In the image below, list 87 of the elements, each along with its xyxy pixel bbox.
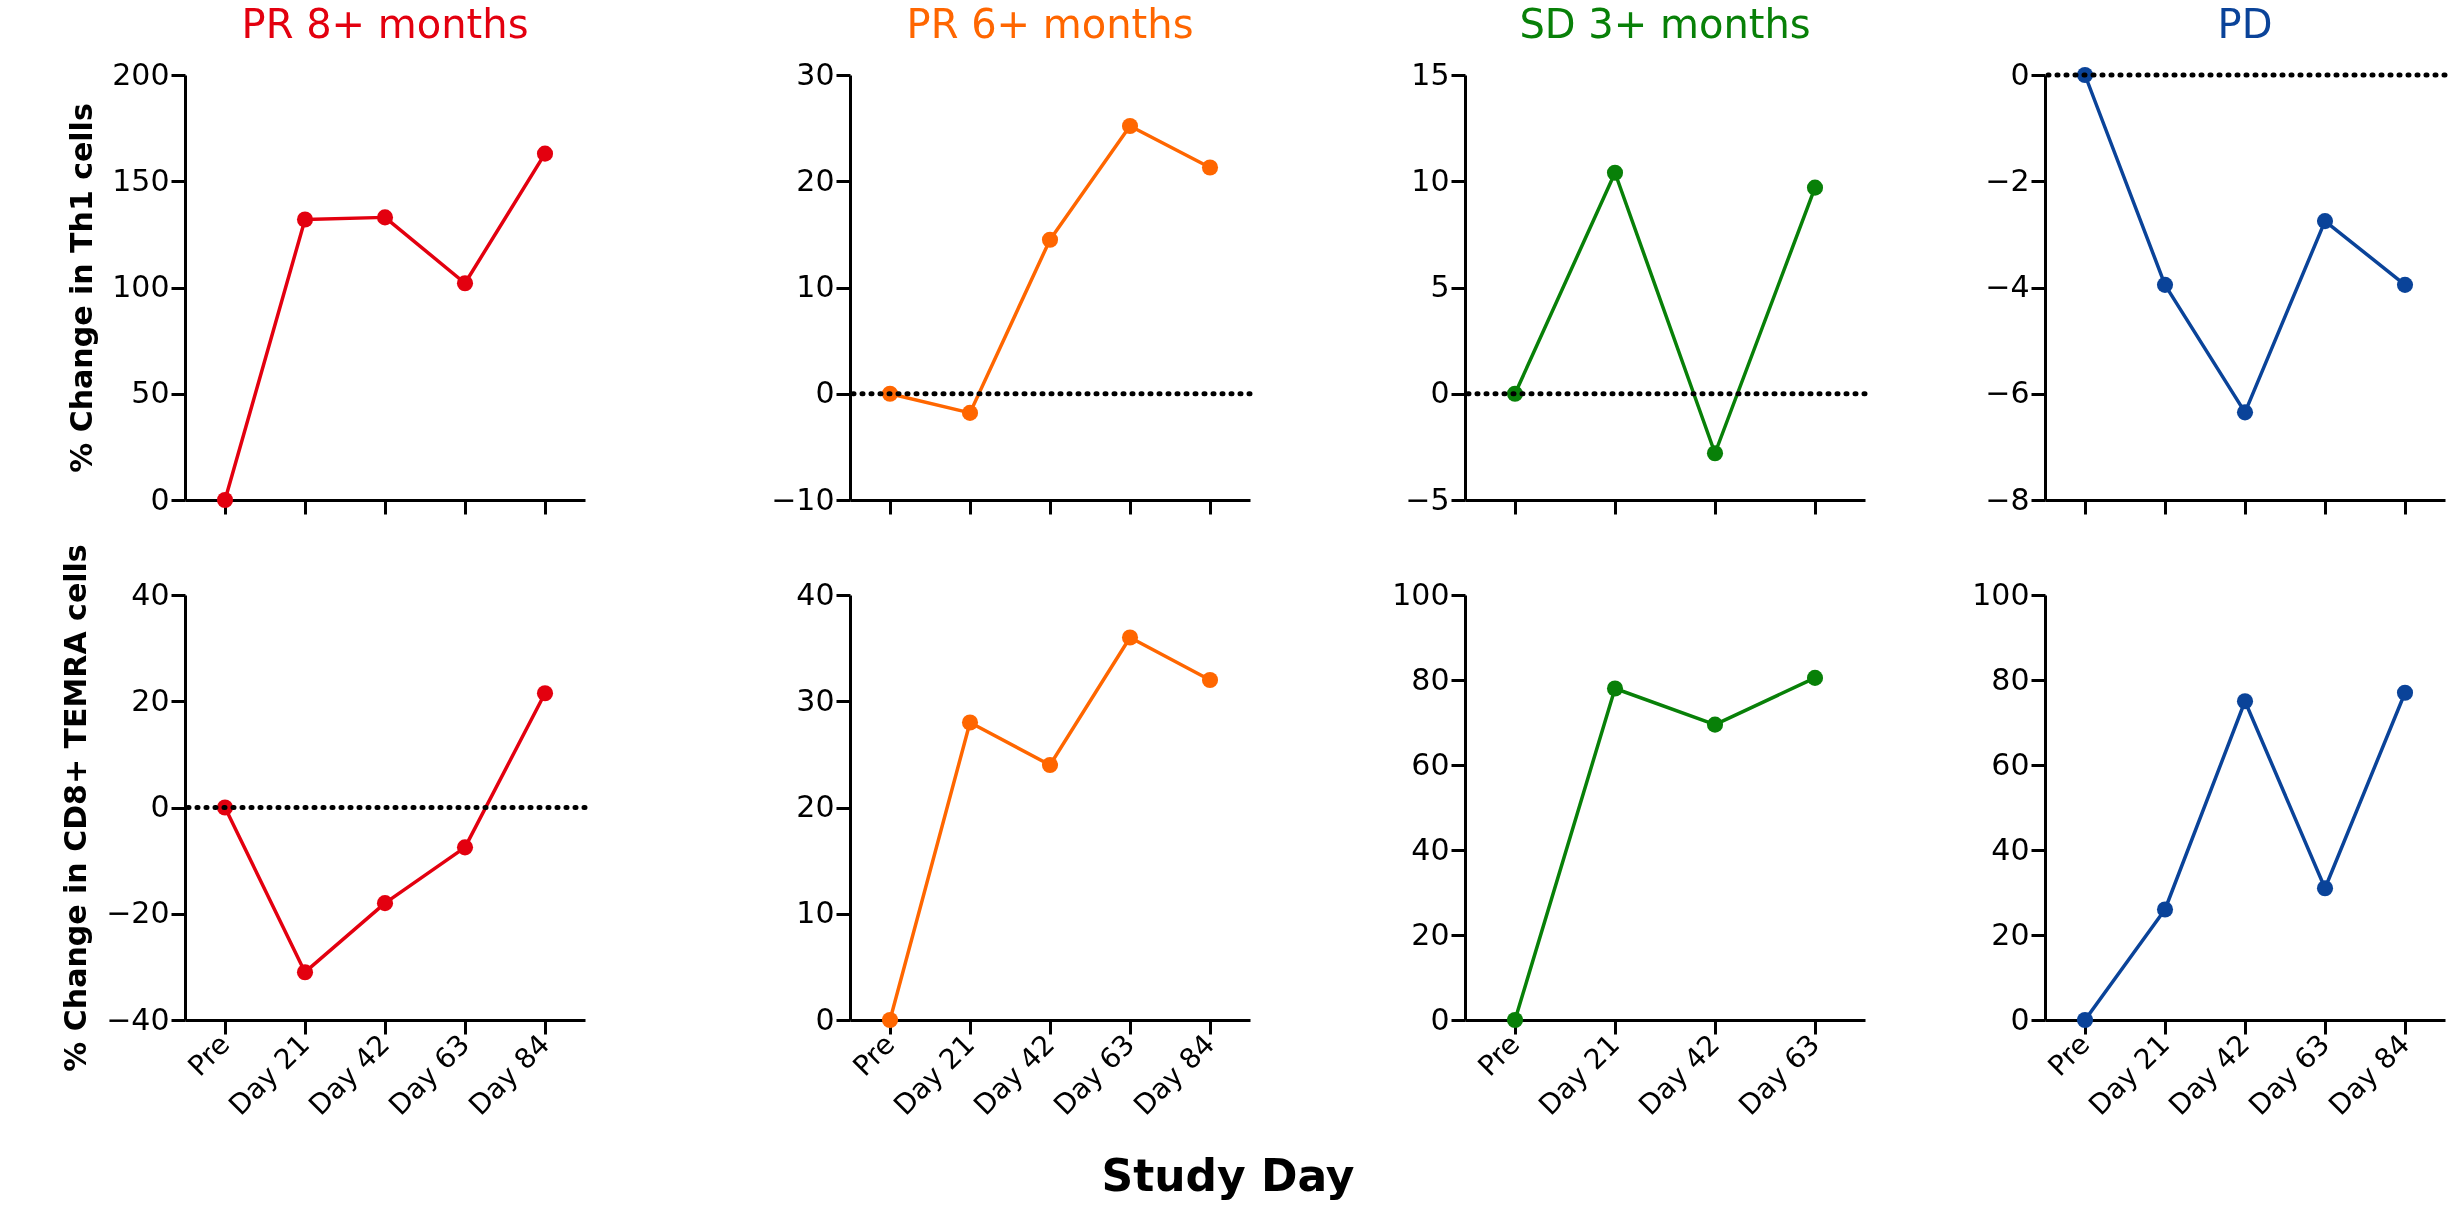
point — [1806, 669, 1824, 686]
point — [456, 839, 474, 856]
y-axis-title: % Change in Th1 cells — [64, 103, 100, 473]
y-tick-label: 0 — [2010, 56, 2030, 92]
y-tick-label: 10 — [796, 895, 835, 931]
point — [296, 211, 314, 228]
point — [296, 964, 314, 981]
y-tick-label: 0 — [1430, 1001, 1450, 1037]
point — [1706, 716, 1724, 733]
y-tick-label: 20 — [1991, 916, 2030, 952]
y-tick-label: 100 — [1972, 576, 2030, 612]
point — [961, 404, 979, 421]
y-tick-label: −40 — [106, 1001, 170, 1037]
chart-title: PD — [2217, 1, 2273, 47]
x-tick-label: Pre — [2041, 1027, 2097, 1083]
y-tick-label: 40 — [131, 576, 170, 612]
point — [2236, 693, 2254, 710]
y-tick-label: 60 — [1411, 746, 1450, 782]
y-tick-label: 10 — [796, 269, 835, 304]
point — [1606, 680, 1624, 697]
point — [881, 1011, 899, 1029]
point — [456, 275, 474, 292]
point — [536, 145, 554, 162]
y-tick-label: 80 — [1411, 661, 1450, 697]
point — [2156, 276, 2174, 293]
y-tick-label: 5 — [1430, 269, 1450, 304]
point — [1806, 179, 1824, 196]
y-tick-label: 100 — [1392, 576, 1450, 612]
y-tick-label: 0 — [815, 1001, 835, 1037]
y-tick-label: 10 — [1411, 162, 1450, 198]
point — [1706, 445, 1724, 462]
point — [1201, 671, 1219, 689]
y-tick-label: 200 — [112, 56, 170, 92]
point — [2076, 1011, 2094, 1029]
point — [2316, 880, 2334, 897]
point — [2316, 213, 2334, 230]
point — [1121, 117, 1139, 135]
y-tick-label: 0 — [1430, 375, 1450, 411]
x-tick-label: Pre — [181, 1027, 237, 1083]
point — [2396, 276, 2414, 293]
point — [1041, 756, 1059, 774]
y-tick-label: 15 — [1411, 56, 1450, 92]
y-tick-label: 20 — [796, 162, 835, 198]
point — [1201, 159, 1219, 176]
y-tick-label: 150 — [112, 162, 170, 198]
x-tick-label: Pre — [846, 1027, 902, 1083]
chart-title: SD 3+ months — [1519, 1, 1811, 47]
y-tick-label: 40 — [1991, 831, 2030, 867]
y-axis-title: % Change in CD8+ TEMRA cells — [58, 544, 94, 1072]
y-tick-label: −2 — [1985, 162, 2030, 198]
y-tick-label: −4 — [1985, 269, 2030, 304]
y-tick-label: −10 — [771, 481, 835, 517]
y-tick-label: 20 — [131, 682, 170, 718]
x-axis-title: Study Day — [1100, 1150, 1356, 1201]
point — [216, 491, 234, 509]
y-tick-label: −5 — [1405, 481, 1450, 517]
y-tick-label: −8 — [1985, 481, 2030, 517]
chart-title: PR 6+ months — [906, 1, 1194, 47]
point — [2396, 684, 2414, 701]
point — [1121, 629, 1139, 646]
point — [2236, 404, 2254, 421]
y-tick-label: −6 — [1985, 375, 2030, 411]
y-tick-label: 0 — [815, 375, 835, 411]
point — [376, 209, 394, 226]
y-tick-label: 0 — [2010, 1001, 2030, 1037]
y-tick-label: 0 — [150, 789, 170, 824]
point — [1041, 231, 1059, 248]
y-tick-label: 0 — [150, 481, 170, 517]
y-tick-label: 40 — [1411, 831, 1450, 867]
point — [961, 714, 979, 731]
y-tick-label: 80 — [1991, 661, 2030, 697]
point — [536, 685, 554, 702]
y-tick-label: 20 — [796, 789, 835, 824]
y-tick-label: 30 — [796, 56, 835, 92]
y-tick-label: 100 — [112, 269, 170, 304]
y-tick-label: 40 — [796, 576, 835, 612]
y-tick-label: −20 — [106, 895, 170, 931]
x-tick-label: Pre — [1471, 1027, 1527, 1083]
y-tick-label: 30 — [796, 682, 835, 718]
y-tick-label: 20 — [1411, 916, 1450, 952]
point — [1506, 1011, 1524, 1029]
point — [376, 895, 394, 912]
y-tick-label: 50 — [131, 375, 170, 411]
point — [1606, 164, 1624, 181]
point — [2156, 901, 2174, 918]
chart-title: PR 8+ months — [241, 1, 529, 47]
y-tick-label: 60 — [1991, 746, 2030, 782]
